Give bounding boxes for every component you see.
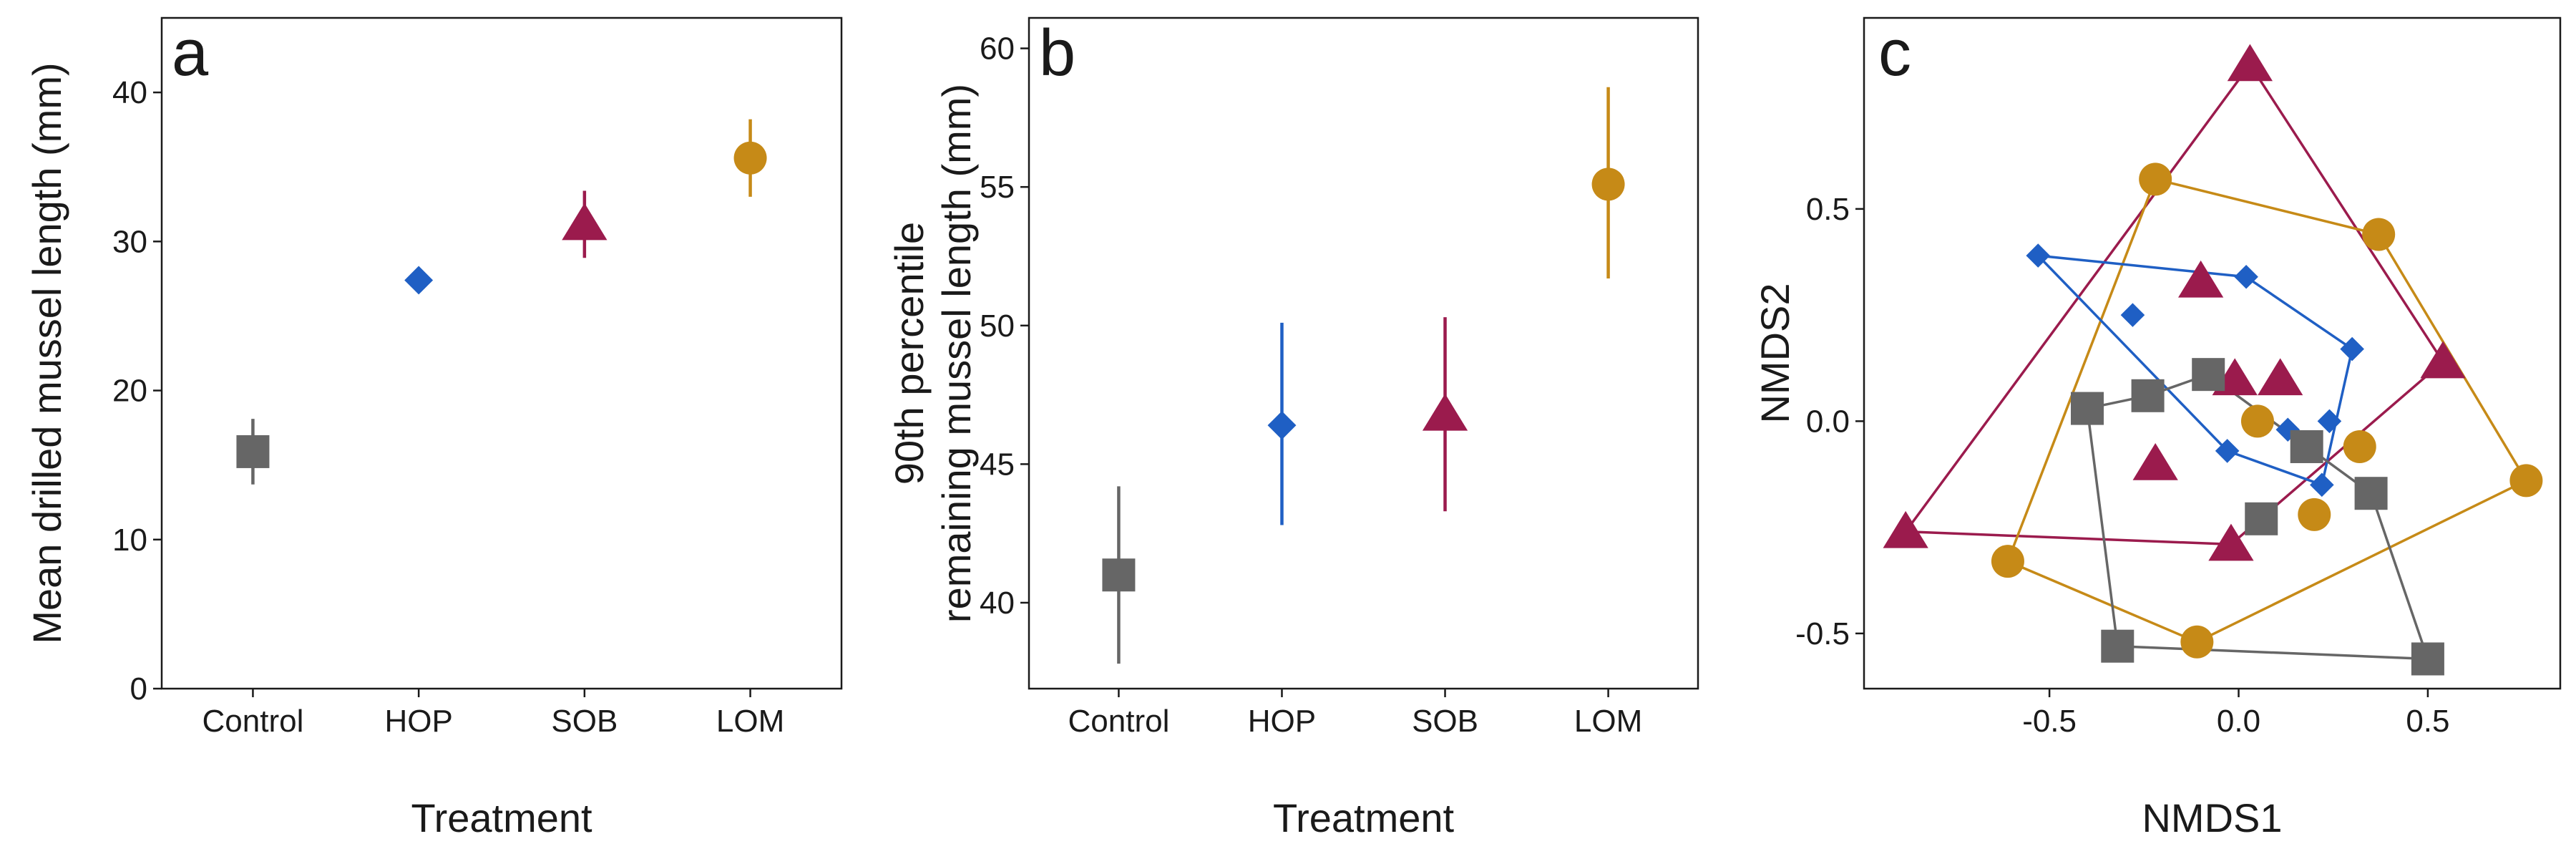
x-tick-label: HOP bbox=[384, 704, 452, 739]
point-lom bbox=[2240, 404, 2274, 438]
point-control bbox=[2245, 502, 2278, 535]
point-control bbox=[2192, 358, 2225, 392]
point-hop bbox=[2310, 472, 2334, 498]
point-hop bbox=[404, 266, 434, 295]
point-hop bbox=[2026, 243, 2051, 268]
y-tick-label: 0.5 bbox=[1806, 192, 1850, 227]
point-lom bbox=[1591, 168, 1625, 201]
plot-frame bbox=[1028, 16, 1699, 690]
y-axis-title: Mean drilled mussel length (mm) bbox=[24, 62, 69, 644]
point-sob bbox=[1422, 393, 1468, 431]
point-lom bbox=[1991, 545, 2024, 578]
point-hop bbox=[1267, 411, 1297, 440]
y-tick-label: 30 bbox=[112, 224, 147, 259]
point-lom bbox=[2139, 162, 2172, 196]
x-tick-label: -0.5 bbox=[2022, 704, 2077, 739]
y-tick-label: 40 bbox=[112, 75, 147, 110]
y-tick-label: 0 bbox=[130, 671, 147, 707]
x-tick-label: SOB bbox=[551, 704, 618, 739]
point-hop bbox=[2317, 409, 2342, 434]
x-axis-title: Treatment bbox=[411, 795, 592, 840]
point-hop bbox=[2275, 417, 2301, 442]
point-sob bbox=[1883, 510, 1928, 548]
panel-letter: b bbox=[1039, 16, 1075, 89]
y-tick-label: -0.5 bbox=[1795, 616, 1850, 651]
point-hop bbox=[2234, 264, 2258, 289]
x-tick-label: 0.5 bbox=[2406, 704, 2449, 739]
point-sob bbox=[2227, 44, 2273, 82]
y-tick-label: 60 bbox=[980, 31, 1015, 67]
y-tick-label: 50 bbox=[980, 309, 1015, 344]
y-tick-label: 10 bbox=[112, 523, 147, 558]
y-axis-title-line: 90th percentile bbox=[887, 222, 932, 485]
point-lom bbox=[733, 141, 767, 175]
point-control bbox=[2290, 430, 2323, 463]
x-tick-label: LOM bbox=[716, 704, 784, 739]
point-hop bbox=[2340, 336, 2364, 361]
point-control bbox=[236, 435, 270, 468]
point-sob bbox=[2208, 523, 2254, 561]
hull-sob bbox=[1904, 63, 2444, 546]
y-tick-label: 55 bbox=[980, 170, 1015, 205]
point-control bbox=[2131, 379, 2165, 412]
x-tick-label: Control bbox=[1068, 704, 1170, 739]
point-sob bbox=[562, 203, 608, 241]
plot-frame bbox=[1863, 16, 2562, 690]
x-axis-title: Treatment bbox=[1273, 795, 1455, 840]
y-axis-title-line: remaining mussel length (mm) bbox=[934, 84, 979, 623]
x-axis-title: NMDS1 bbox=[2142, 795, 2282, 840]
point-control bbox=[2070, 392, 2104, 425]
point-hop bbox=[2215, 439, 2240, 463]
x-tick-label: HOP bbox=[1248, 704, 1316, 739]
plot-frame bbox=[160, 16, 843, 690]
point-control bbox=[2101, 629, 2135, 663]
x-tick-label: LOM bbox=[1574, 704, 1642, 739]
panel-letter: c bbox=[1878, 16, 1911, 89]
point-sob bbox=[2258, 358, 2303, 396]
panel-c: -0.5 0.0 0.5 -0.5 0.0 0.5 NMDS1 NMDS2 c bbox=[1752, 16, 2562, 840]
hull-lom bbox=[2006, 178, 2528, 644]
panel-a: 0 10 20 30 40 Control HOP SOB LOM Treatment Mean d… bbox=[24, 16, 843, 840]
point-sob bbox=[2132, 442, 2178, 480]
point-control bbox=[2411, 642, 2444, 676]
panel-b: 40 45 50 55 60 Control HOP SOB LOM Treatment 90th … bbox=[887, 16, 1699, 840]
x-tick-label: 0.0 bbox=[2217, 704, 2260, 739]
point-hop bbox=[2120, 303, 2145, 327]
x-tick-label: Control bbox=[203, 704, 304, 739]
point-lom bbox=[2343, 430, 2376, 463]
point-lom bbox=[2180, 625, 2214, 659]
point-sob bbox=[2178, 260, 2224, 298]
x-tick-label: SOB bbox=[1412, 704, 1478, 739]
point-lom bbox=[2362, 218, 2396, 251]
point-control bbox=[2354, 477, 2388, 510]
panel-letter: a bbox=[172, 16, 209, 89]
y-axis-title: NMDS2 bbox=[1752, 283, 1797, 423]
y-tick-label: 0.0 bbox=[1806, 404, 1850, 439]
point-control bbox=[1102, 558, 1136, 592]
y-tick-label: 45 bbox=[980, 447, 1015, 482]
point-lom bbox=[2298, 498, 2331, 531]
y-tick-label: 40 bbox=[980, 586, 1015, 621]
y-tick-label: 20 bbox=[112, 374, 147, 409]
point-lom bbox=[2509, 464, 2543, 498]
point-sob bbox=[2420, 341, 2466, 379]
